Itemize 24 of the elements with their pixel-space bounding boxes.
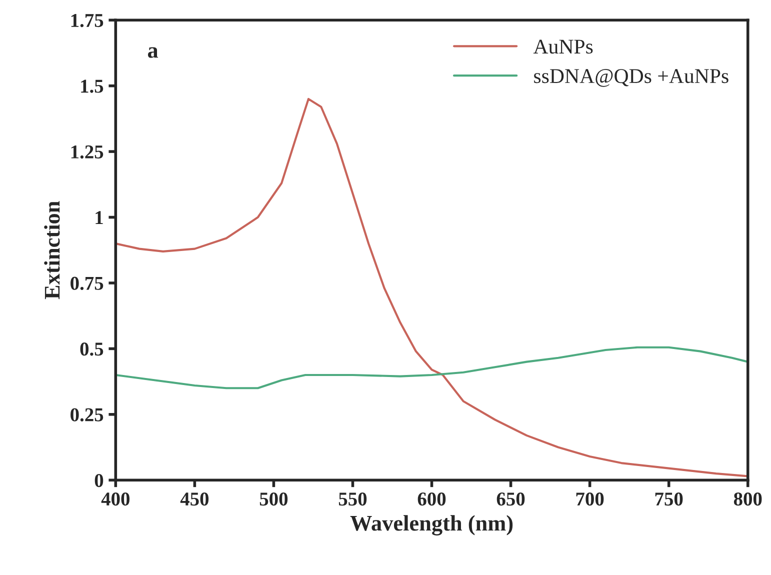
- x-tick-label: 600: [418, 492, 446, 506]
- y-tick-label: 1.5: [81, 80, 104, 93]
- x-tick-label: 550: [338, 492, 367, 506]
- y-axis-title: Extinction: [44, 201, 60, 300]
- line-series: [116, 346, 748, 390]
- y-tick-label: 0.5: [80, 342, 104, 356]
- annotation: a: [148, 47, 158, 58]
- y-tick-label: 1.75: [71, 14, 104, 28]
- x-tick-label: 800: [734, 492, 762, 506]
- y-tick-label: 1: [96, 211, 103, 224]
- x-tick-label: 750: [655, 492, 683, 506]
- y-tick-label: 1.25: [71, 145, 104, 159]
- line-series: [116, 98, 748, 478]
- x-axis-title: Wavelength (nm): [350, 515, 513, 536]
- legend-label: ssDNA@QDs +AuNPs: [534, 69, 728, 87]
- legend-label: AuNPs: [533, 40, 593, 54]
- x-tick-label: 500: [260, 492, 288, 506]
- x-tick-label: 400: [101, 492, 130, 506]
- x-tick-label: 450: [180, 492, 209, 506]
- y-tick-label: 0.25: [70, 408, 104, 422]
- x-tick-label: 700: [576, 492, 604, 506]
- x-tick-label: 650: [496, 492, 525, 506]
- y-tick-label: 0.75: [70, 276, 104, 290]
- y-tick-label: 0: [94, 474, 104, 488]
